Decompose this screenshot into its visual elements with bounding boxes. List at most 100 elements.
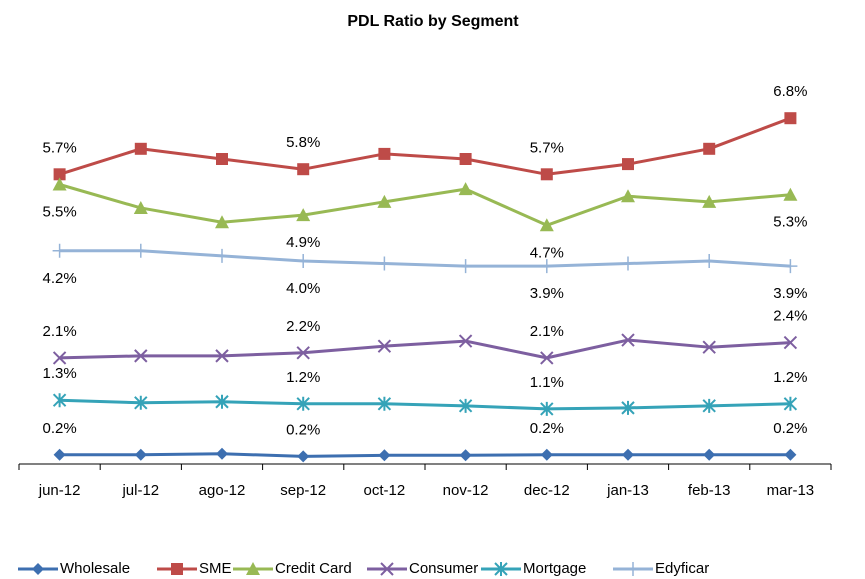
data-point xyxy=(53,448,66,461)
data-label: 1.3% xyxy=(42,365,76,382)
data-point xyxy=(297,163,310,176)
data-point xyxy=(216,153,228,165)
data-point xyxy=(783,259,798,274)
data-point xyxy=(459,449,472,462)
data-label: 0.2% xyxy=(42,420,76,437)
data-point xyxy=(53,168,66,181)
x-tick-label: nov-12 xyxy=(443,482,489,499)
data-point xyxy=(621,256,635,271)
data-point xyxy=(540,351,554,365)
data-label: 5.5% xyxy=(42,203,76,220)
data-point xyxy=(378,147,391,160)
x-tick-label: jun-12 xyxy=(38,482,81,499)
data-point xyxy=(52,243,67,258)
legend-marker xyxy=(171,563,183,575)
data-point xyxy=(134,448,147,461)
data-point xyxy=(459,153,472,165)
legend-marker xyxy=(32,563,44,575)
x-tick-label: jan-13 xyxy=(606,482,649,499)
data-point xyxy=(458,259,473,274)
data-point xyxy=(296,208,311,222)
data-label: 2.2% xyxy=(286,318,320,335)
data-point xyxy=(296,396,310,411)
data-label: 4.7% xyxy=(530,244,564,261)
legend-marker xyxy=(626,562,640,576)
data-point xyxy=(621,333,635,347)
data-label: 3.9% xyxy=(530,285,564,302)
data-point xyxy=(621,189,635,203)
data-point xyxy=(297,450,310,463)
series-line xyxy=(59,183,791,227)
legend-label: Credit Card xyxy=(275,560,352,577)
data-point xyxy=(702,194,717,208)
data-label: 5.3% xyxy=(773,214,807,231)
data-point xyxy=(458,182,473,196)
data-label: 4.9% xyxy=(286,234,320,251)
x-tick-label: jul-12 xyxy=(121,482,159,499)
data-point xyxy=(540,168,553,181)
x-tick-label: feb-13 xyxy=(688,482,731,499)
data-point xyxy=(703,448,716,461)
data-point xyxy=(784,448,797,461)
data-point xyxy=(377,256,392,271)
data-point xyxy=(133,243,148,258)
data-label: 1.2% xyxy=(286,369,320,386)
chart-title: PDL Ratio by Segment xyxy=(347,13,519,30)
data-point xyxy=(134,395,148,410)
data-point xyxy=(783,187,798,201)
data-point xyxy=(52,177,67,191)
data-point xyxy=(783,396,798,411)
data-point xyxy=(133,200,148,214)
legend-label: Wholesale xyxy=(60,560,130,577)
data-point xyxy=(621,400,635,415)
x-tick-label: mar-13 xyxy=(767,482,815,499)
data-point xyxy=(702,340,716,354)
data-label: 1.1% xyxy=(530,374,564,391)
legend-label: Consumer xyxy=(409,560,478,577)
data-point xyxy=(134,349,148,363)
data-label: 0.2% xyxy=(773,420,807,437)
legend-marker xyxy=(246,562,260,575)
data-point xyxy=(134,142,147,155)
data-label: 6.8% xyxy=(773,83,807,100)
data-point xyxy=(215,248,229,263)
data-point xyxy=(702,254,717,268)
data-point xyxy=(377,194,392,208)
legend-marker xyxy=(494,562,508,576)
data-label: 0.2% xyxy=(286,421,320,438)
data-point xyxy=(377,339,392,353)
series-line xyxy=(59,452,791,458)
data-point xyxy=(539,218,554,232)
data-label: 5.8% xyxy=(286,134,320,151)
data-point xyxy=(540,401,554,416)
data-point xyxy=(702,398,716,413)
legend-label: Mortgage xyxy=(523,560,586,577)
series-line xyxy=(59,116,791,176)
legend-label: Edyficar xyxy=(655,560,709,577)
data-point xyxy=(216,447,228,460)
data-point xyxy=(52,351,67,365)
data-point xyxy=(215,394,229,409)
data-point xyxy=(458,398,473,413)
data-point xyxy=(622,448,634,461)
data-label: 2.4% xyxy=(773,308,807,325)
x-tick-label: sep-12 xyxy=(280,482,326,499)
x-tick-label: dec-12 xyxy=(524,482,570,499)
data-label: 3.9% xyxy=(773,285,807,302)
data-point xyxy=(458,334,473,348)
data-point xyxy=(52,393,67,408)
data-label: 2.1% xyxy=(42,323,76,340)
data-label: 1.2% xyxy=(773,369,807,386)
series-line xyxy=(59,398,791,411)
data-point xyxy=(296,254,311,268)
data-point xyxy=(378,449,391,462)
data-point xyxy=(783,335,798,350)
legend-marker xyxy=(380,562,394,576)
data-label: 5.7% xyxy=(42,139,76,156)
data-label: 2.1% xyxy=(530,323,564,340)
data-point xyxy=(784,112,797,125)
series-line xyxy=(59,338,791,360)
legend-label: SME xyxy=(199,560,232,577)
data-point xyxy=(622,158,634,171)
